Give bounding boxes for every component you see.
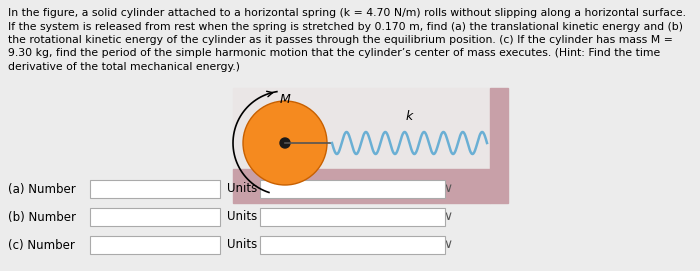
- Text: derivative of the total mechanical energy.): derivative of the total mechanical energ…: [8, 62, 240, 72]
- Text: k: k: [406, 110, 413, 123]
- Text: (b) Number: (b) Number: [8, 211, 76, 224]
- Bar: [90, 180, 220, 198]
- Bar: [233, 169, 490, 185]
- Circle shape: [243, 101, 327, 185]
- Bar: [260, 236, 445, 254]
- Text: Units: Units: [227, 211, 258, 224]
- Bar: [260, 208, 445, 226]
- Text: the rotational kinetic energy of the cylinder as it passes through the equilibri: the rotational kinetic energy of the cyl…: [8, 35, 673, 45]
- Bar: [90, 236, 220, 254]
- Text: ∨: ∨: [443, 211, 453, 224]
- Bar: [260, 180, 445, 198]
- Circle shape: [280, 138, 290, 148]
- Text: If the system is released from rest when the spring is stretched by 0.170 m, fin: If the system is released from rest when…: [8, 21, 683, 31]
- Text: 9.30 kg, find the period of the simple harmonic motion that the cylinder’s cente: 9.30 kg, find the period of the simple h…: [8, 49, 660, 59]
- Text: Units: Units: [227, 238, 258, 251]
- Bar: [90, 208, 220, 226]
- Bar: [233, 185, 490, 203]
- Text: (a) Number: (a) Number: [8, 182, 76, 195]
- Text: ∨: ∨: [443, 238, 453, 251]
- Text: M: M: [279, 93, 290, 106]
- Bar: [490, 88, 508, 203]
- Bar: [233, 88, 490, 185]
- Text: (c) Number: (c) Number: [8, 238, 75, 251]
- Text: Units: Units: [227, 182, 258, 195]
- Text: In the figure, a solid cylinder attached to a horizontal spring (k = 4.70 N/m) r: In the figure, a solid cylinder attached…: [8, 8, 686, 18]
- Text: ∨: ∨: [443, 182, 453, 195]
